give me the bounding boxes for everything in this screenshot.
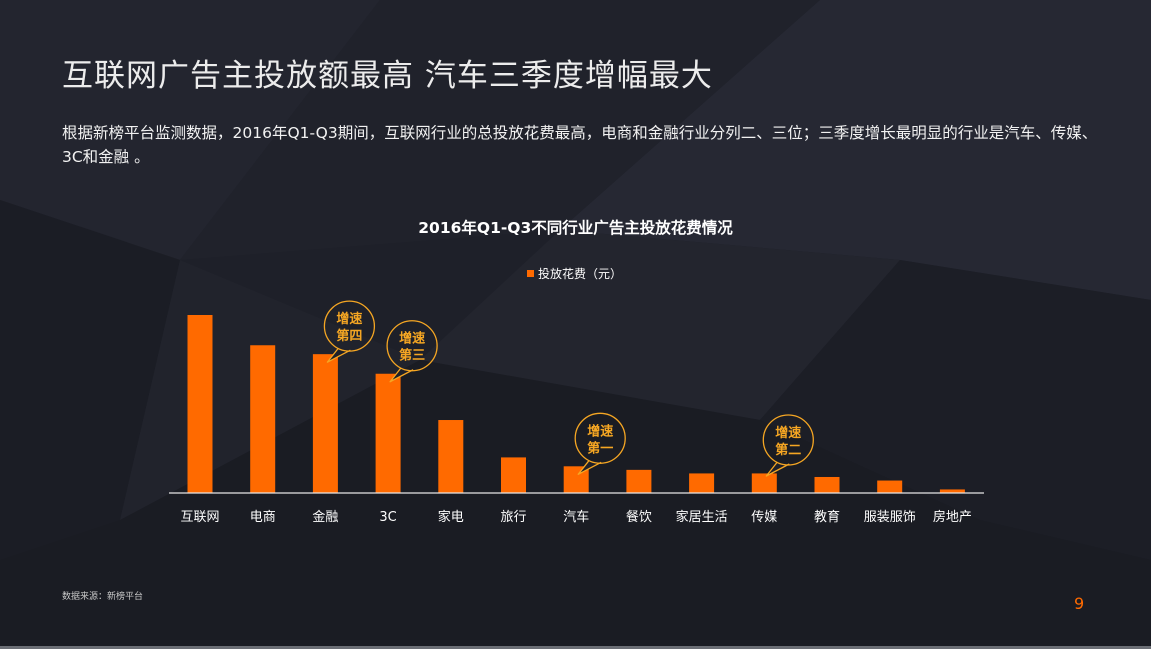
- page-number: 9: [1074, 594, 1085, 613]
- growth-badge: [762, 414, 814, 466]
- badge-text-line1: 增速: [399, 331, 425, 347]
- x-tick-label: 金融: [312, 509, 338, 525]
- badge-text-line2: 第一: [587, 440, 613, 456]
- bar-互联网: [187, 315, 213, 493]
- description-text: 根据新榜平台监测数据，2016年Q1-Q3期间，互联网行业的总投放花费最高，电商…: [62, 124, 1098, 166]
- badge-tail: [389, 367, 414, 383]
- x-tick-label: 互联网: [180, 510, 219, 525]
- growth-badge: [323, 300, 376, 352]
- bar-家电: [438, 420, 464, 493]
- x-tick-label: 3C: [379, 510, 396, 525]
- bar-旅行: [501, 457, 526, 493]
- page-title: 互联网广告主投放额最高 汽车三季度增幅最大: [62, 58, 713, 94]
- x-tick-label: 家电: [438, 509, 464, 525]
- x-tick-label: 服装服饰: [864, 510, 916, 525]
- badge-text-line2: 第二: [775, 442, 801, 458]
- badge-text-line2: 第四: [336, 328, 362, 344]
- x-tick-label: 旅行: [500, 510, 526, 525]
- badge-tail: [765, 461, 790, 477]
- legend-swatch: [527, 270, 534, 277]
- badge-text-line1: 增速: [336, 311, 362, 327]
- growth-badge: [386, 320, 438, 372]
- x-tick-label: 教育: [814, 509, 840, 525]
- bar-家居生活: [689, 473, 715, 493]
- bar-房地产: [939, 489, 965, 493]
- badge-text-line1: 增速: [587, 423, 613, 439]
- x-tick-label: 房地产: [933, 509, 972, 525]
- x-tick-label: 传媒: [751, 510, 777, 525]
- x-tick-label: 家居生活: [676, 509, 728, 525]
- legend-label: 投放花费（元）: [538, 267, 623, 281]
- growth-badge: [574, 412, 626, 464]
- bar-传媒: [751, 473, 777, 493]
- chart-legend: 投放花费（元）: [527, 265, 622, 282]
- bottom-divider: [0, 646, 1151, 649]
- x-tick-label: 餐饮: [626, 509, 652, 525]
- chart-title: 2016年Q1-Q3不同行业广告主投放花费情况: [418, 219, 733, 237]
- source-note: 数据来源：新榜平台: [62, 592, 144, 602]
- bar-服装服饰: [877, 480, 903, 493]
- badge-text-line1: 增速: [775, 425, 801, 441]
- badge-text-line2: 第三: [399, 348, 425, 364]
- badge-tail: [326, 347, 351, 363]
- bar-3C: [375, 373, 401, 493]
- bar-教育: [814, 476, 840, 493]
- bar-金融: [312, 354, 338, 493]
- x-tick-label: 电商: [250, 510, 276, 525]
- bar-电商: [250, 345, 276, 493]
- badge-tail: [577, 459, 602, 475]
- x-tick-label: 汽车: [563, 509, 589, 525]
- bar-餐饮: [626, 469, 652, 493]
